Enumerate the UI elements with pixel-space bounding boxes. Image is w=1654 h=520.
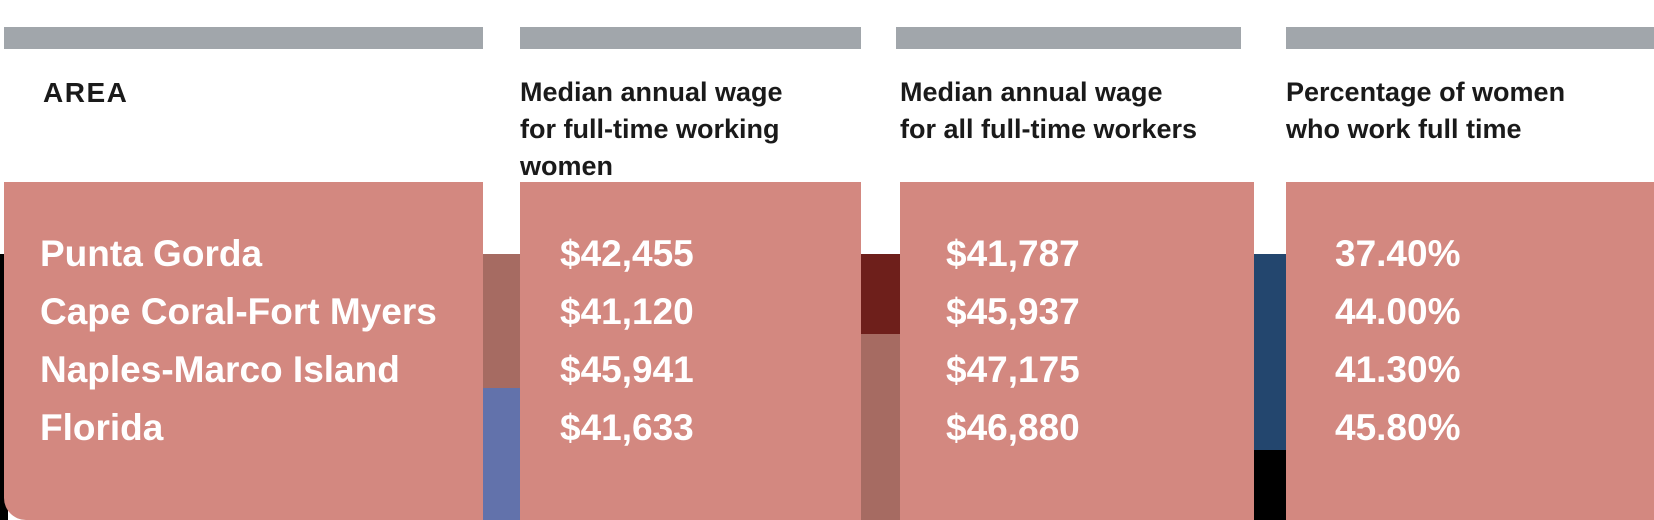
list-item: 37.40% <box>1335 233 1461 274</box>
header-area-label: AREA <box>43 77 129 108</box>
percentage-list: 37.40% 44.00% 41.30% 45.80% <box>1335 225 1461 457</box>
list-item: $46,880 <box>946 407 1080 448</box>
header-line: for all full-time workers <box>900 114 1198 144</box>
list-item: Florida <box>40 407 164 448</box>
header-line: Percentage of women <box>1286 77 1566 107</box>
header-area: AREA <box>43 74 128 111</box>
panel-percentage <box>1286 182 1654 520</box>
panel-all-wage <box>900 182 1254 520</box>
list-item: 44.00% <box>1335 291 1461 332</box>
header-percentage: Percentage of women who work full time <box>1286 74 1565 148</box>
column-bar-women-wage <box>520 27 861 49</box>
list-item: $41,633 <box>560 407 694 448</box>
map-background-red-2 <box>861 334 900 520</box>
map-background-darkred <box>861 254 900 334</box>
column-bar-all-wage <box>896 27 1241 49</box>
all-wage-list: $41,787 $45,937 $47,175 $46,880 <box>946 225 1080 457</box>
map-background-blue-1 <box>483 388 520 520</box>
column-bar-area <box>4 27 483 49</box>
list-item: $41,120 <box>560 291 694 332</box>
header-line: who work full time <box>1286 114 1522 144</box>
women-wage-list: $42,455 $41,120 $45,941 $41,633 <box>560 225 694 457</box>
list-item: $45,941 <box>560 349 694 390</box>
list-item: $41,787 <box>946 233 1080 274</box>
header-line: women <box>520 151 614 181</box>
header-line: Median annual wage <box>520 77 783 107</box>
header-line: Median annual wage <box>900 77 1163 107</box>
list-item: 41.30% <box>1335 349 1461 390</box>
header-all-wage: Median annual wage for all full-time wor… <box>900 74 1197 148</box>
map-background-navy <box>1254 254 1286 450</box>
column-bar-percentage <box>1286 27 1654 49</box>
list-item: $47,175 <box>946 349 1080 390</box>
panel-area <box>4 182 483 520</box>
header-women-wage: Median annual wage for full-time working… <box>520 74 783 185</box>
list-item: $42,455 <box>560 233 694 274</box>
map-background-black-right <box>1254 450 1286 520</box>
area-list: Punta Gorda Cape Coral-Fort Myers Naples… <box>40 225 437 457</box>
list-item: Cape Coral-Fort Myers <box>40 291 437 332</box>
list-item: Punta Gorda <box>40 233 263 274</box>
list-item: 45.80% <box>1335 407 1461 448</box>
map-background-red-1 <box>483 254 520 388</box>
list-item: Naples-Marco Island <box>40 349 400 390</box>
panel-women-wage <box>520 182 861 520</box>
header-line: for full-time working <box>520 114 780 144</box>
list-item: $45,937 <box>946 291 1080 332</box>
